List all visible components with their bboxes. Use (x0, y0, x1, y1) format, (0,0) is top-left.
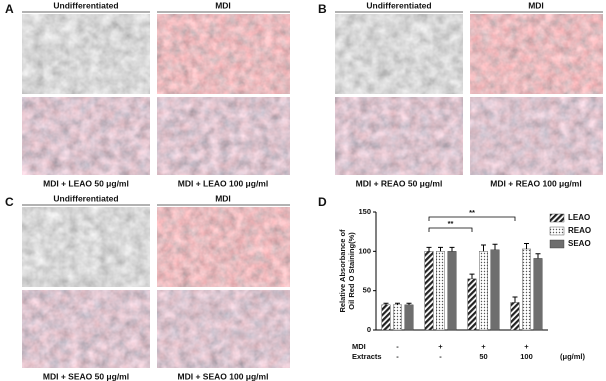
error-bar (449, 246, 455, 252)
row-label: MDI (352, 342, 366, 351)
error-bar (512, 296, 518, 303)
legend-swatch (549, 239, 565, 249)
micrograph (470, 14, 603, 94)
legend-label: LEAO (568, 213, 590, 222)
bar (467, 278, 477, 331)
micrograph (335, 14, 463, 94)
caption: MDI + REAO 100 μg/ml (490, 178, 581, 188)
panel-label: A (5, 2, 14, 16)
bar (436, 251, 445, 331)
error-bar (535, 253, 541, 259)
x-tick-label: + (524, 342, 529, 351)
x-unit: (μg/ml) (560, 352, 586, 361)
x-tick-label: 100 (520, 352, 533, 361)
bar (424, 251, 434, 331)
error-bar (395, 302, 400, 305)
error-bar (406, 302, 412, 305)
bar (522, 248, 531, 331)
panel-label: D (318, 195, 327, 209)
x-tick-label: - (396, 342, 399, 351)
sig-bracket (428, 227, 473, 232)
panel-label: B (318, 2, 327, 16)
bar (381, 304, 391, 331)
micrograph (22, 14, 150, 94)
micrograph (470, 97, 603, 175)
panel-label: C (5, 195, 14, 209)
x-tick-label: + (481, 342, 486, 351)
y-tick-label: 50 (363, 286, 371, 295)
sig-bracket (428, 216, 516, 221)
column-header: MDI (215, 0, 231, 10)
column-header: MDI (528, 0, 544, 10)
column-header: MDI (215, 193, 231, 203)
micrograph (22, 97, 150, 175)
micrograph (335, 97, 463, 175)
x-tick-label: - (439, 352, 442, 361)
error-bar (524, 242, 529, 249)
caption: MDI + LEAO 50 μg/ml (43, 178, 129, 188)
column-header: Undifferentiated (53, 0, 118, 10)
bar (393, 304, 402, 331)
y-tick-label: 0 (367, 325, 371, 334)
bar (447, 251, 457, 331)
column-header: Undifferentiated (53, 193, 118, 203)
caption: MDI + REAO 50 μg/ml (356, 178, 443, 188)
micrograph (157, 14, 290, 94)
micrograph (22, 290, 150, 368)
y-axis-label: Oil Red O Staining(%) (347, 232, 356, 310)
error-bar (492, 243, 498, 250)
error-bar (426, 246, 432, 252)
error-bar (469, 273, 475, 279)
caption: MDI + LEAO 100 μg/ml (178, 178, 268, 188)
y-axis-label: Relative Absorbance of (338, 229, 347, 313)
micrograph (22, 207, 150, 287)
legend-label: SEAO (568, 239, 591, 248)
micrograph (157, 97, 290, 175)
sig-label: ** (469, 208, 475, 217)
caption: MDI + SEAO 100 μg/ml (178, 371, 269, 381)
x-tick-label: 50 (479, 352, 487, 361)
y-tick-label: 150 (358, 207, 371, 216)
legend-swatch (549, 213, 565, 223)
row-label: Extracts (352, 352, 382, 361)
micrograph (157, 290, 290, 368)
caption: MDI + SEAO 50 μg/ml (43, 371, 129, 381)
bar (404, 304, 414, 331)
bar (479, 251, 488, 331)
micrograph (157, 207, 290, 287)
y-tick-label: 100 (358, 246, 371, 255)
bar (490, 249, 500, 331)
error-bar (383, 302, 389, 305)
column-header: Undifferentiated (366, 0, 431, 10)
error-bar (438, 246, 443, 252)
bar (533, 258, 543, 331)
legend-swatch (549, 226, 565, 236)
x-tick-label: - (396, 352, 399, 361)
bar (510, 302, 520, 331)
x-tick-label: + (438, 342, 443, 351)
legend-label: REAO (568, 226, 591, 235)
error-bar (481, 244, 486, 252)
sig-label: ** (448, 219, 454, 228)
